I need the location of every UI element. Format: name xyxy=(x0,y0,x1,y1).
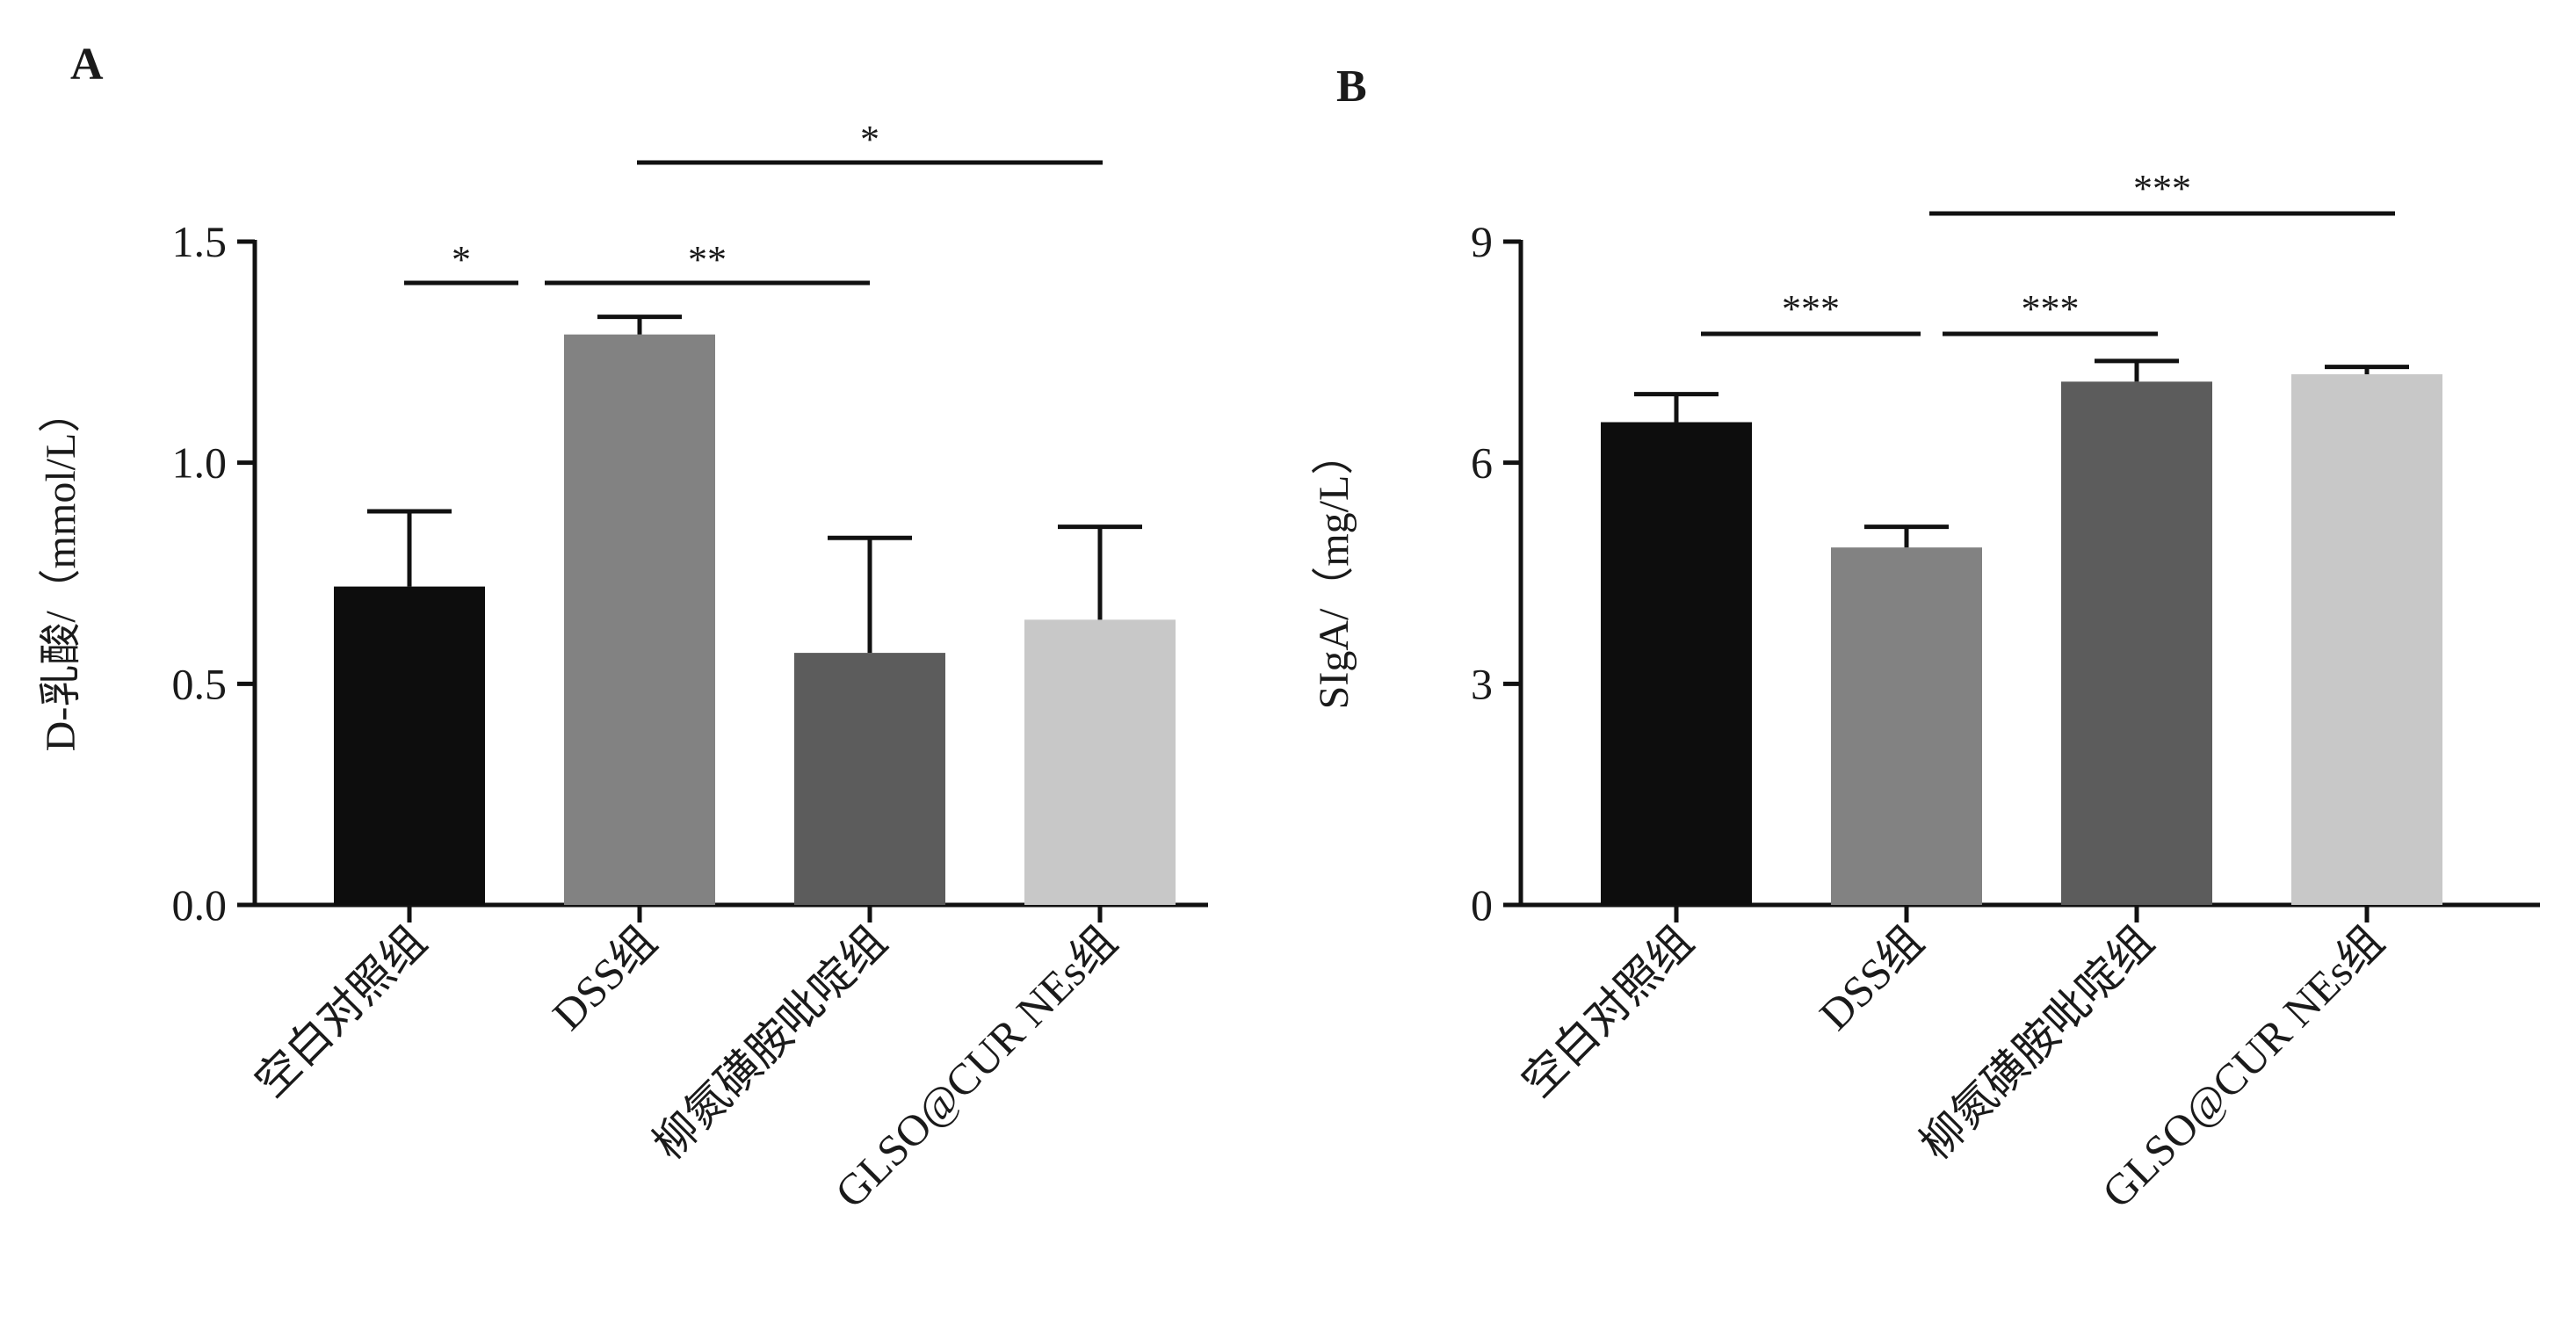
y-tick-label: 0.0 xyxy=(172,880,228,930)
y-tick-label: 9 xyxy=(1471,217,1493,266)
y-axis-title: D-乳酸/（mmol/L） xyxy=(38,391,84,752)
bar xyxy=(1831,547,1982,905)
significance-label: ** xyxy=(688,238,727,281)
x-tick-label: 柳氮磺胺吡啶组 xyxy=(1911,916,2163,1168)
panel-letter-a: A xyxy=(70,40,104,90)
significance-label: * xyxy=(452,238,471,281)
significance-label: *** xyxy=(1782,287,1840,330)
plot-area-a: 0.0 0.5 1.0 1.5 D-乳酸/（mmol/L） 空白对照组 DSS组柳氮磺胺吡啶… xyxy=(38,118,1208,1217)
y-tick-label: 0.5 xyxy=(172,659,228,708)
y-tick-label: 1.0 xyxy=(172,438,228,488)
significance-label: *** xyxy=(2022,287,2080,330)
bar xyxy=(2291,374,2442,905)
y-axis-title: SIgA/（mg/L） xyxy=(1311,433,1357,710)
panel-letter-b: B xyxy=(1336,61,1367,112)
chart-panel-a: A 0.0 0.5 1.0 1.5 D-乳酸/（mmol/L） 空白对照组 DSS组柳氮磺胺… xyxy=(38,40,1208,1217)
bar xyxy=(2061,381,2212,905)
bar xyxy=(794,653,945,905)
bar xyxy=(564,334,715,905)
y-tick-label: 6 xyxy=(1471,438,1493,488)
x-tick-label: DSS组 xyxy=(543,916,666,1039)
bar xyxy=(334,586,485,905)
significance-label: * xyxy=(860,118,879,161)
y-tick-label: 3 xyxy=(1471,659,1493,708)
x-tick-label: 空白对照组 xyxy=(245,916,435,1106)
significance-label: *** xyxy=(2133,167,2191,210)
bar xyxy=(1024,619,1176,905)
y-tick-label: 1.5 xyxy=(172,217,228,266)
y-tick-label: 0 xyxy=(1471,880,1493,930)
bar xyxy=(1601,422,1752,905)
x-tick-label: 空白对照组 xyxy=(1512,916,1702,1106)
x-tick-label: DSS组 xyxy=(1810,916,1933,1039)
x-tick-label: 柳氮磺胺吡啶组 xyxy=(644,916,896,1168)
